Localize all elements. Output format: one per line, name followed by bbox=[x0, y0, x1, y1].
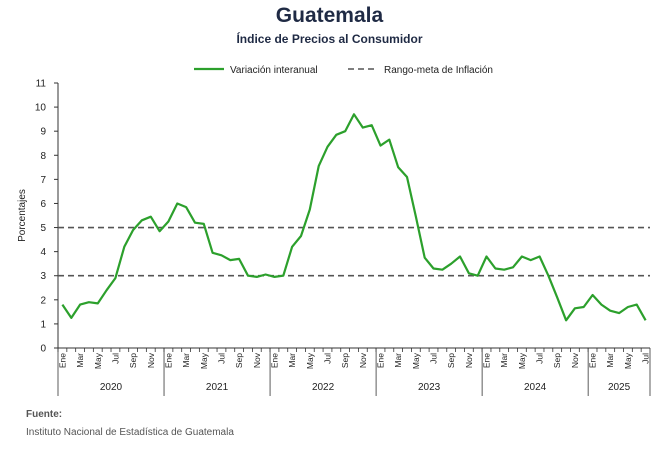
x-month-label: Mar bbox=[393, 353, 403, 368]
x-month-label: Nov bbox=[464, 352, 474, 368]
x-month-label: Nov bbox=[146, 352, 156, 368]
x-year-label: 2024 bbox=[524, 382, 547, 393]
legend-label-rango: Rango-meta de Inflación bbox=[384, 65, 493, 76]
x-month-label: Mar bbox=[287, 353, 297, 368]
x-month-label: Sep bbox=[128, 353, 138, 368]
y-tick-label: 11 bbox=[36, 79, 47, 90]
x-month-label: Nov bbox=[570, 352, 580, 368]
x-month-label: Sep bbox=[234, 353, 244, 368]
x-year-label: 2020 bbox=[100, 382, 123, 393]
x-month-label: Jul bbox=[535, 353, 545, 364]
x-month-label: May bbox=[517, 352, 527, 369]
x-month-label: Ene bbox=[588, 353, 598, 368]
y-tick-label: 4 bbox=[40, 247, 46, 258]
y-tick-label: 10 bbox=[35, 103, 47, 114]
x-month-label: Ene bbox=[57, 353, 67, 368]
x-month-label: May bbox=[199, 352, 209, 369]
y-tick-label: 2 bbox=[40, 295, 46, 306]
x-month-label: Mar bbox=[605, 353, 615, 368]
y-tick-label: 1 bbox=[40, 319, 46, 330]
x-month-label: Ene bbox=[269, 353, 279, 368]
x-month-label: Sep bbox=[340, 353, 350, 368]
y-tick-label: 9 bbox=[40, 127, 46, 138]
series-line-variacion bbox=[61, 113, 647, 322]
x-month-label: Mar bbox=[181, 353, 191, 368]
x-month-label: Sep bbox=[446, 353, 456, 368]
x-month-label: Jul bbox=[110, 353, 120, 364]
x-month-label: Jul bbox=[429, 353, 439, 364]
x-year-label: 2022 bbox=[312, 382, 335, 393]
x-month-label: Ene bbox=[163, 353, 173, 368]
source-label: Fuente: bbox=[26, 409, 63, 420]
y-axis-label: Porcentajes bbox=[17, 189, 28, 242]
source-text: Instituto Nacional de Estadística de Gua… bbox=[26, 427, 234, 438]
y-tick-label: 5 bbox=[40, 223, 46, 234]
x-month-label: Jul bbox=[641, 353, 651, 364]
x-month-label: May bbox=[411, 352, 421, 369]
y-tick-label: 0 bbox=[40, 344, 46, 355]
chart-subtitle: Índice de Precios al Consumidor bbox=[236, 32, 423, 46]
x-month-label: Ene bbox=[376, 353, 386, 368]
x-year-label: 2023 bbox=[418, 382, 441, 393]
chart-title: Guatemala bbox=[275, 4, 384, 27]
x-month-label: May bbox=[93, 352, 103, 369]
y-tick-label: 6 bbox=[40, 199, 46, 210]
x-month-label: Sep bbox=[552, 353, 562, 368]
y-tick-label: 3 bbox=[40, 271, 46, 282]
x-month-label: Jul bbox=[322, 353, 332, 364]
legend-label-variacion: Variación interanual bbox=[230, 65, 318, 76]
x-month-label: Nov bbox=[252, 352, 262, 368]
x-year-label: 2021 bbox=[206, 382, 229, 393]
x-year-label: 2025 bbox=[608, 382, 631, 393]
x-month-label: May bbox=[305, 352, 315, 369]
x-month-label: Jul bbox=[216, 353, 226, 364]
x-month-label: Mar bbox=[75, 353, 85, 368]
y-tick-label: 8 bbox=[40, 151, 46, 162]
x-month-label: May bbox=[623, 352, 633, 369]
x-month-label: Mar bbox=[499, 353, 509, 368]
y-tick-label: 7 bbox=[40, 175, 46, 186]
x-month-label: Ene bbox=[482, 353, 492, 368]
x-month-label: Nov bbox=[358, 352, 368, 368]
